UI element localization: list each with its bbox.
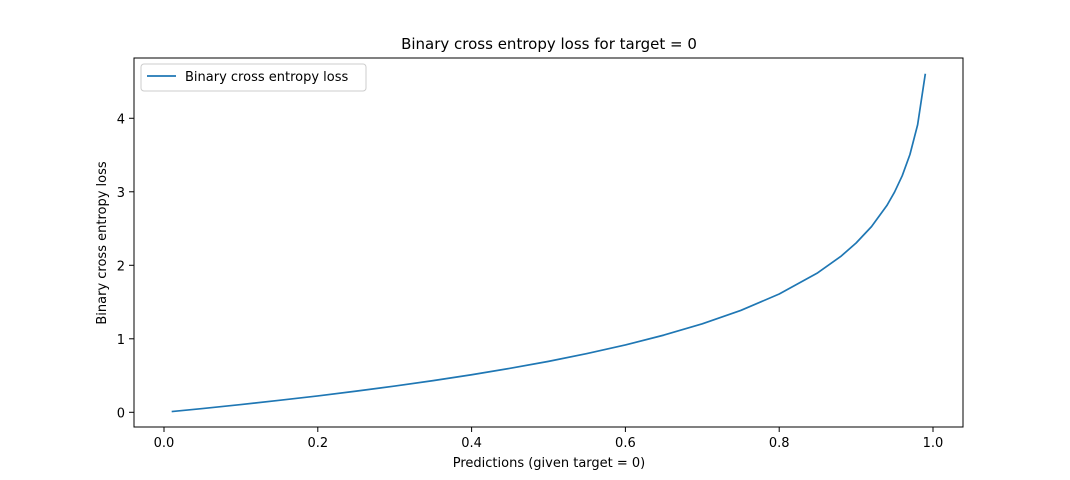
x-tick-label: 0.4 bbox=[461, 436, 482, 451]
legend-box bbox=[140, 63, 367, 92]
x-tick-label: 0.6 bbox=[615, 436, 636, 451]
y-tick-label: 3 bbox=[117, 186, 125, 201]
y-axis-label: Binary cross entropy loss bbox=[95, 161, 110, 325]
x-axis-label: Predictions (given target = 0) bbox=[453, 456, 646, 471]
plot-frame bbox=[133, 57, 964, 428]
chart-title: Binary cross entropy loss for target = 0 bbox=[401, 35, 697, 53]
series-line-0 bbox=[171, 73, 927, 413]
y-tick-label: 1 bbox=[117, 333, 125, 348]
y-tick-label: 4 bbox=[117, 112, 125, 127]
y-tick-label: 2 bbox=[117, 259, 125, 274]
legend-entry-label: Binary cross entropy loss bbox=[185, 70, 349, 85]
x-tick-label: 1.0 bbox=[923, 436, 944, 451]
x-tick-label: 0.0 bbox=[154, 436, 175, 451]
y-tick-label: 0 bbox=[117, 406, 125, 421]
x-tick-label: 0.2 bbox=[307, 436, 328, 451]
x-tick-label: 0.8 bbox=[769, 436, 790, 451]
legend: Binary cross entropy loss bbox=[140, 63, 367, 92]
